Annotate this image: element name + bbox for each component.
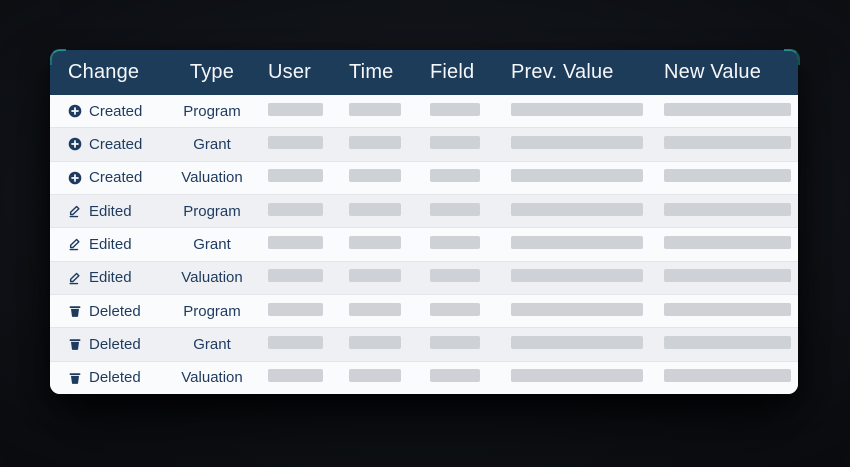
placeholder-bar bbox=[511, 369, 643, 383]
placeholder-bar bbox=[349, 302, 401, 316]
type-label: Program bbox=[183, 302, 241, 320]
table-row: Edited Grant bbox=[50, 227, 798, 261]
placeholder-bar bbox=[268, 169, 323, 183]
type-label: Valuation bbox=[181, 169, 243, 187]
trash-icon bbox=[68, 371, 82, 385]
change-label: Edited bbox=[89, 269, 132, 287]
placeholder-bar bbox=[430, 235, 480, 249]
pencil-line-icon bbox=[68, 271, 82, 285]
placeholder-bar bbox=[349, 269, 401, 283]
placeholder-bar bbox=[430, 302, 480, 316]
placeholder-bar bbox=[349, 235, 401, 249]
table-row: Created Grant bbox=[50, 127, 798, 161]
placeholder-bar bbox=[430, 169, 480, 183]
placeholder-bar bbox=[511, 135, 643, 149]
placeholder-bar bbox=[430, 335, 480, 349]
placeholder-bar bbox=[430, 269, 480, 283]
change-label: Created bbox=[89, 102, 143, 120]
placeholder-bar bbox=[664, 102, 791, 116]
placeholder-bar bbox=[268, 135, 323, 149]
placeholder-bar bbox=[511, 169, 643, 183]
placeholder-bar bbox=[511, 202, 643, 216]
placeholder-bar bbox=[268, 269, 323, 283]
placeholder-bar bbox=[664, 135, 791, 149]
column-header-type: Type bbox=[189, 61, 235, 83]
type-label: Valuation bbox=[181, 369, 243, 387]
change-label: Deleted bbox=[89, 302, 141, 320]
type-label: Valuation bbox=[181, 269, 243, 287]
change-label: Edited bbox=[89, 202, 132, 220]
plus-circle-icon bbox=[68, 137, 82, 151]
placeholder-bar bbox=[349, 335, 401, 349]
placeholder-bar bbox=[664, 235, 791, 249]
change-label: Created bbox=[89, 135, 143, 153]
changelog-table-card: Change Type User Time Field Prev. Value … bbox=[50, 50, 798, 394]
placeholder-bar bbox=[430, 202, 480, 216]
trash-icon bbox=[68, 337, 82, 351]
type-label: Program bbox=[183, 202, 241, 220]
table-body: Created Program Created Grant bbox=[50, 95, 798, 394]
table-row: Created Program bbox=[50, 95, 798, 128]
column-header-time: Time bbox=[349, 61, 394, 83]
column-header-new-value: New Value bbox=[664, 61, 762, 83]
type-label: Program bbox=[183, 102, 241, 120]
placeholder-bar bbox=[511, 102, 643, 116]
placeholder-bar bbox=[268, 302, 323, 316]
placeholder-bar bbox=[349, 102, 401, 116]
placeholder-bar bbox=[511, 335, 643, 349]
placeholder-bar bbox=[664, 335, 791, 349]
placeholder-bar bbox=[664, 202, 791, 216]
pencil-line-icon bbox=[68, 204, 82, 218]
change-label: Edited bbox=[89, 235, 132, 253]
placeholder-bar bbox=[430, 102, 480, 116]
placeholder-bar bbox=[511, 302, 643, 316]
placeholder-bar bbox=[268, 369, 323, 383]
placeholder-bar bbox=[268, 202, 323, 216]
column-header-user: User bbox=[268, 61, 312, 83]
column-header-field: Field bbox=[430, 61, 475, 83]
placeholder-bar bbox=[268, 102, 323, 116]
placeholder-bar bbox=[349, 135, 401, 149]
trash-icon bbox=[68, 304, 82, 318]
placeholder-bar bbox=[664, 269, 791, 283]
column-header-change: Change bbox=[68, 61, 140, 83]
plus-circle-icon bbox=[68, 104, 82, 118]
placeholder-bar bbox=[349, 202, 401, 216]
placeholder-bar bbox=[664, 169, 791, 183]
table-row: Deleted Grant bbox=[50, 327, 798, 361]
table-header-row: Change Type User Time Field Prev. Value … bbox=[50, 50, 798, 95]
type-label: Grant bbox=[193, 235, 231, 253]
change-label: Deleted bbox=[89, 335, 141, 353]
type-label: Grant bbox=[193, 335, 231, 353]
table-row: Deleted Program bbox=[50, 293, 798, 328]
change-label: Deleted bbox=[89, 369, 141, 387]
type-label: Grant bbox=[193, 135, 231, 153]
placeholder-bar bbox=[664, 369, 791, 383]
table-row: Deleted Valuation bbox=[50, 360, 798, 394]
placeholder-bar bbox=[430, 135, 480, 149]
table-row: Edited Valuation bbox=[50, 260, 798, 294]
change-label: Created bbox=[89, 169, 143, 187]
placeholder-bar bbox=[511, 269, 643, 283]
pencil-line-icon bbox=[68, 237, 82, 251]
placeholder-bar bbox=[664, 302, 791, 316]
placeholder-bar bbox=[430, 369, 480, 383]
table-row: Created Valuation bbox=[50, 160, 798, 194]
table-row: Edited Program bbox=[50, 193, 798, 228]
column-header-prev-value: Prev. Value bbox=[511, 61, 614, 83]
placeholder-bar bbox=[349, 369, 401, 383]
plus-circle-icon bbox=[68, 171, 82, 185]
placeholder-bar bbox=[268, 235, 323, 249]
placeholder-bar bbox=[511, 235, 643, 249]
placeholder-bar bbox=[349, 169, 401, 183]
placeholder-bar bbox=[268, 335, 323, 349]
